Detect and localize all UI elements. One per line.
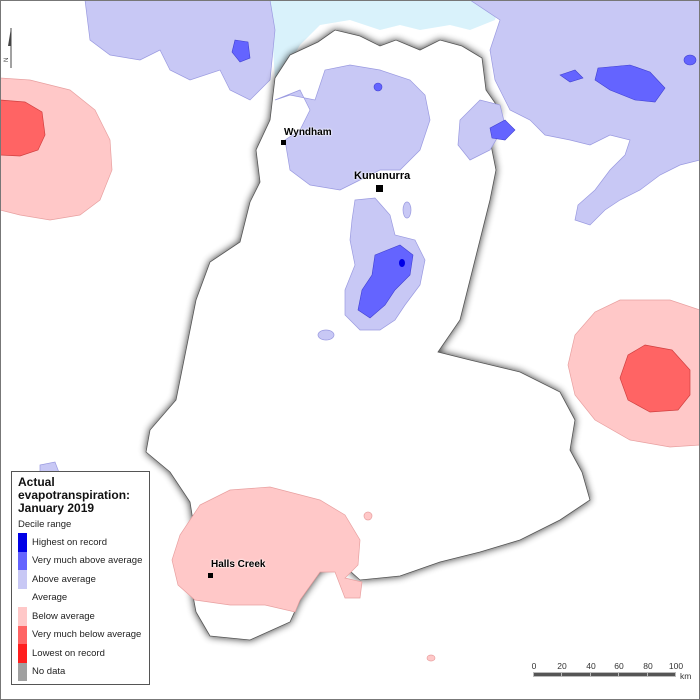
legend-label: Below average — [32, 610, 95, 622]
legend-subtitle: Decile range — [18, 519, 72, 530]
scale-bar-segments — [533, 672, 676, 677]
legend-swatch — [18, 588, 27, 607]
town-label-kununurra: Kununurra — [354, 170, 411, 182]
legend-swatch — [18, 644, 27, 663]
legend-item: Lowest on record — [18, 644, 143, 663]
town-label-halls-creek: Halls Creek — [211, 559, 266, 570]
scale-tick: 20 — [557, 661, 567, 671]
scale-bar: 0 20 40 60 80 100 km — [530, 661, 692, 681]
legend-item: Above average — [18, 570, 143, 589]
highest-on-record-area — [399, 259, 405, 267]
legend-item: Very much below average — [18, 625, 143, 644]
legend-swatch — [18, 570, 27, 589]
legend-label: Lowest on record — [32, 647, 105, 659]
sea — [270, 0, 500, 80]
below-average-areas — [0, 77, 700, 662]
legend-label: Above average — [32, 573, 96, 585]
legend-label: Average — [32, 592, 68, 604]
legend-item: Highest on record — [18, 533, 143, 552]
scale-tick: 100 — [668, 661, 684, 671]
wyndham-marker — [281, 140, 286, 145]
halls-creek-marker — [208, 573, 213, 578]
legend-label: Very much above average — [32, 555, 143, 567]
north-label: N — [4, 58, 10, 62]
legend-item: Below average — [18, 607, 143, 626]
scale-unit: km — [680, 671, 692, 681]
legend-item: Very much above average — [18, 551, 143, 570]
legend-swatch — [18, 662, 27, 681]
legend: Actual evapotranspiration: January 2019 … — [11, 471, 150, 685]
legend-item: Average — [18, 588, 143, 607]
scale-tick: 40 — [586, 661, 596, 671]
scale-tick: 60 — [614, 661, 624, 671]
halls-creek-below-average — [171, 486, 363, 613]
legend-swatch — [18, 607, 27, 626]
north-arrow-icon: N — [4, 28, 12, 68]
legend-label: Highest on record — [32, 536, 107, 548]
legend-label: Very much below average — [32, 629, 142, 641]
legend-swatch — [18, 551, 27, 570]
above-average-areas — [39, 0, 700, 477]
legend-title: Actual evapotranspiration: January 2019 — [18, 475, 131, 515]
legend-label: No data — [32, 666, 66, 678]
legend-swatch — [18, 625, 27, 644]
scale-tick: 80 — [643, 661, 653, 671]
catchment-boundary — [145, 29, 591, 641]
legend-item: No data — [18, 662, 143, 681]
town-label-wyndham: Wyndham — [284, 127, 332, 138]
kununurra-marker — [376, 185, 383, 192]
scale-tick: 0 — [531, 661, 537, 671]
legend-swatch — [18, 533, 27, 552]
